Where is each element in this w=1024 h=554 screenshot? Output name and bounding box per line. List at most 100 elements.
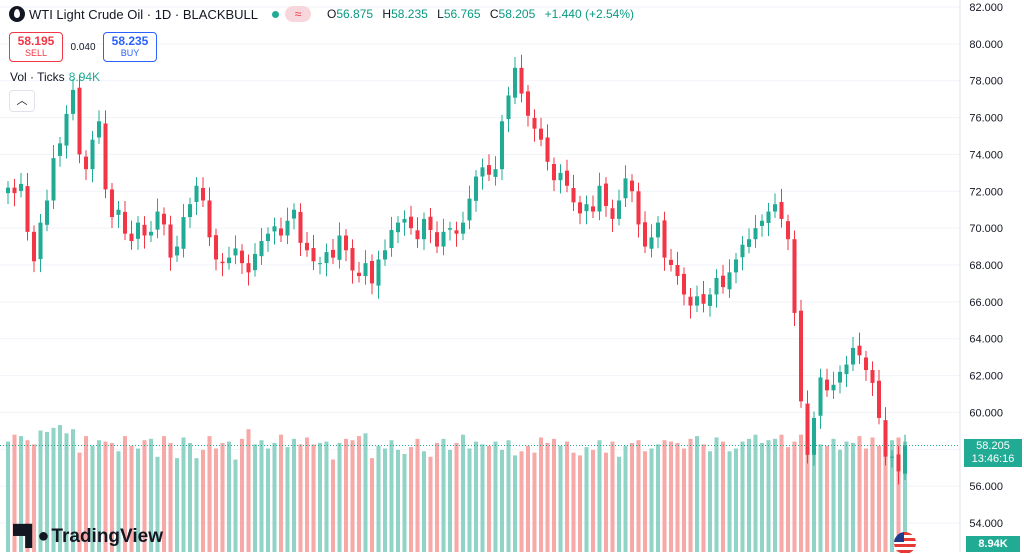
candle-body	[480, 167, 485, 177]
volume-bar	[902, 441, 908, 552]
volume-bar	[161, 436, 167, 552]
candle-body	[805, 403, 810, 455]
candle-body	[174, 246, 180, 256]
candle-body	[337, 235, 342, 260]
volume-bar	[616, 456, 622, 552]
volume-bar	[584, 447, 589, 552]
candle-body	[285, 220, 290, 236]
volume-bar	[428, 456, 433, 552]
candle-body	[655, 222, 661, 238]
candle-body	[252, 253, 258, 271]
volume-bar	[850, 442, 856, 552]
volume-bar	[194, 458, 199, 552]
volume-bar	[311, 444, 316, 552]
volume-bar	[291, 438, 297, 552]
candle-body	[597, 185, 602, 212]
volume-bar	[707, 451, 713, 552]
candle-body	[109, 189, 115, 218]
volume-bar	[577, 455, 583, 552]
volume-bar	[259, 440, 264, 552]
candle-body	[246, 263, 251, 273]
volume-bar	[330, 459, 336, 552]
volume-bar	[480, 444, 485, 552]
close-value: 58.205	[498, 7, 536, 21]
candle-body	[616, 200, 622, 219]
volume-bar	[649, 448, 654, 552]
tradingview-logo[interactable]: ▀▌● TradingView	[13, 525, 163, 548]
volume-bar	[200, 449, 206, 552]
candle-body	[441, 231, 446, 247]
volume-bar	[538, 437, 544, 552]
high-value: 58.235	[391, 7, 428, 21]
candle-body	[824, 379, 830, 391]
price-tick-label: 74.000	[969, 149, 1003, 161]
candle-body	[168, 224, 173, 258]
volume-bar	[96, 440, 102, 552]
volume-bar	[5, 441, 11, 552]
volume-bar	[142, 440, 147, 552]
candle-body	[519, 67, 524, 94]
volume-bar	[668, 441, 674, 552]
candle-body	[766, 211, 771, 223]
candle-body	[850, 347, 856, 365]
volume-bar	[753, 434, 758, 552]
volume-bar	[246, 429, 251, 552]
volume-bar	[103, 441, 108, 552]
candle-body	[155, 211, 160, 230]
candle-body	[545, 137, 550, 162]
candle-body	[324, 252, 329, 264]
volume-bar	[25, 440, 30, 552]
candle-body	[291, 209, 297, 219]
buy-button[interactable]: 58.235 BUY	[103, 32, 157, 62]
candle-body	[434, 232, 440, 247]
candle-body	[18, 183, 24, 191]
candle-body	[753, 228, 758, 240]
volume-bar	[629, 442, 635, 552]
candle-body	[733, 259, 739, 273]
volume-bar	[811, 436, 817, 552]
volume-bar	[779, 434, 784, 552]
candle-body	[187, 204, 193, 218]
candle-body	[538, 128, 544, 140]
candle-body	[161, 213, 167, 225]
volume-bar	[226, 441, 232, 552]
volume-bar	[493, 441, 498, 552]
sell-button[interactable]: 58.195 SELL	[9, 32, 63, 62]
candle-body	[603, 183, 609, 207]
symbol-title[interactable]: WTI Light Crude Oil · 1D · BLACKBULL	[29, 6, 259, 22]
candle-body	[902, 445, 908, 474]
spread-value: 0.040	[70, 41, 96, 53]
volume-bar	[623, 445, 628, 552]
volume-bar	[90, 445, 95, 552]
volume-bar	[883, 451, 888, 552]
volume-bar	[486, 445, 492, 552]
volume-legend[interactable]: Vol · Ticks 8.94K	[10, 70, 100, 84]
volume-bar	[83, 436, 89, 552]
price-tick-label: 64.000	[969, 334, 1003, 346]
candle-body	[200, 187, 206, 201]
volume-bar	[51, 427, 56, 552]
candle-body	[12, 187, 17, 194]
candle-body	[883, 420, 888, 457]
price-tick-label: 60.000	[969, 407, 1003, 419]
candle-body	[57, 143, 63, 156]
candle-body	[395, 222, 401, 233]
volume-label: Vol · Ticks	[10, 70, 65, 84]
ohlc-values: O56.875 H58.235 L56.765 C58.205 +1.440 (…	[327, 7, 640, 21]
market-status-icon[interactable]	[272, 10, 280, 18]
candle-body	[103, 123, 108, 190]
candle-body	[811, 417, 817, 455]
data-delay-icon[interactable]: ≈	[285, 6, 312, 22]
volume-bar	[792, 441, 797, 552]
candle-body	[896, 454, 901, 472]
volume-bar	[662, 440, 667, 552]
us-flag-icon[interactable]	[894, 532, 916, 554]
candle-body	[525, 91, 531, 116]
high-label: H	[382, 7, 392, 21]
candle-body	[421, 218, 427, 240]
collapse-legend-button[interactable]: ︿	[9, 90, 35, 112]
candle-body	[135, 222, 141, 239]
candle-body	[460, 222, 466, 234]
volume-bar	[109, 442, 115, 552]
